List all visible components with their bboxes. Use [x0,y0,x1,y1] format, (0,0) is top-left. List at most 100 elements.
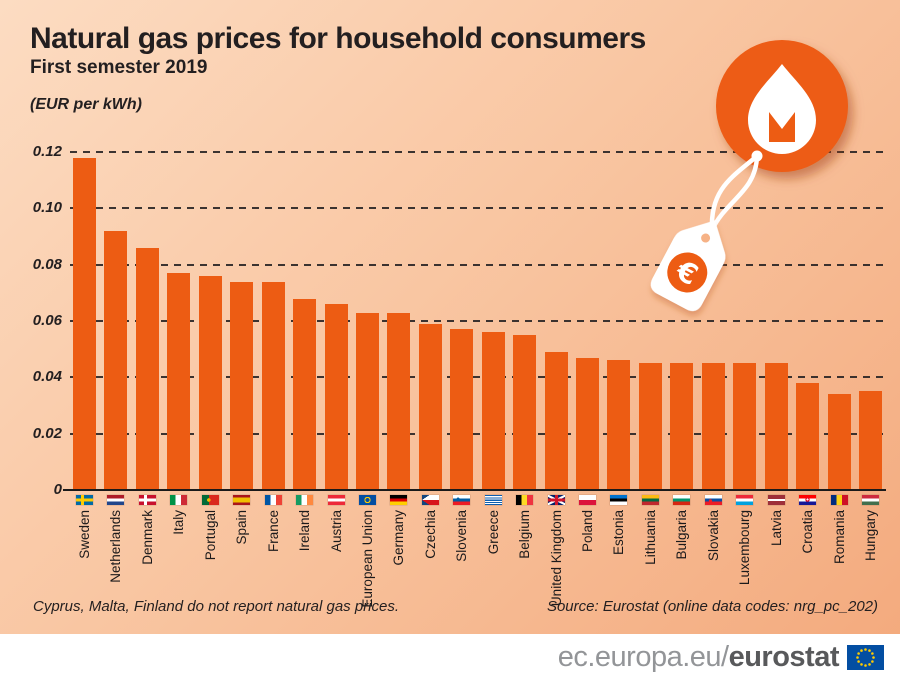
france-flag-icon [264,495,282,505]
ireland-flag-icon [296,495,314,505]
footer-url: ec.europa.eu/eurostat [557,641,840,674]
category-label-spain: Spain [234,510,250,545]
footer-url-eurostat: eurostat [728,641,840,673]
label-cell: Italy [167,510,190,535]
bar-croatia [796,383,820,490]
category-label-slovakia: Slovakia [705,510,721,562]
flag-cell [639,495,662,506]
footer-url-prefix: ec.europa.eu/ [557,641,729,673]
bar-austria [324,304,348,490]
category-label-france: France [265,510,281,553]
y-tick-label: 0.02 [32,424,62,442]
flag-cell [828,495,851,506]
bar-france [261,281,285,490]
category-label-czechia: Czechia [422,510,438,559]
portugal-flag-icon [201,495,219,505]
category-label-hungary: Hungary [862,510,878,562]
category-label-lithuania: Lithuania [642,510,658,565]
plot-area [63,151,886,491]
y-tick-label: 0.10 [32,199,62,217]
label-cell: Slovenia [450,510,473,562]
flag-cell [419,495,442,506]
bar-slovenia [450,329,474,490]
label-cell: Croatia [796,510,819,554]
latvia-flag-icon [767,495,785,505]
label-cell: France [262,510,285,552]
slovenia-flag-icon [453,495,471,505]
label-cell: European Union [356,510,379,608]
category-label-bulgaria: Bulgaria [674,510,690,560]
bulgaria-flag-icon [673,495,691,505]
flag-cell [576,495,599,506]
luxembourg-flag-icon [736,495,754,505]
gridline [70,151,886,153]
tag-string [709,40,848,233]
label-cell: Greece [482,510,505,554]
label-cell: Bulgaria [670,510,693,560]
romania-flag-icon [830,495,848,505]
bar-poland [576,357,599,490]
sweden-flag-icon [76,495,93,505]
flag-cell [765,495,788,506]
category-label-netherlands: Netherlands [108,510,124,583]
flag-cell [104,495,127,506]
bar-germany [387,312,411,490]
bar-hungary [858,391,882,490]
bar-denmark [135,247,159,490]
flag-cell [167,495,190,506]
eu-flag-icon [847,645,884,670]
y-axis: 0 0.02 0.04 0.06 0.08 0.10 0.12 [14,143,62,498]
category-label-poland: Poland [580,510,595,553]
label-cell: Slovakia [702,510,725,561]
italy-flag-icon [170,495,188,505]
category-label-croatia: Croatia [800,510,816,554]
tag-hole [701,233,711,243]
label-cell: Latvia [765,510,788,546]
category-label-portugal: Portugal [202,510,218,561]
croatia-flag-icon [799,495,817,505]
estonia-flag-icon [610,495,628,505]
category-label-austria: Austria [328,510,344,553]
label-cell: Germany [387,510,410,566]
flag-cell [796,495,819,506]
austria-flag-icon [327,495,345,505]
label-cell: Netherlands [104,510,127,583]
category-label-denmark: Denmark [139,510,155,565]
footnote: Cyprus, Malta, Finland do not report nat… [33,598,400,615]
bar-lithuania [638,363,662,490]
category-label-estonia: Estonia [611,510,627,556]
gridline [70,207,886,210]
y-tick-label: 0.12 [32,143,62,160]
bar-united-kingdom [544,352,568,490]
bar-estonia [607,360,631,490]
label-cell: Spain [230,510,253,545]
category-label-germany: Germany [391,510,407,566]
label-cell: Belgium [513,510,536,559]
flag-cell [136,495,159,506]
bar-ireland [293,298,317,490]
x-axis-line [63,489,886,491]
flag-cell [356,495,379,506]
belgium-flag-icon [516,495,534,505]
label-cell: Luxembourg [733,510,756,585]
euro-price-tag-icon: € [650,220,726,312]
header: Natural gas prices for household consume… [30,22,646,114]
y-tick-label: 0 [53,481,62,498]
flag-cell [262,495,285,506]
label-cell: Poland [576,510,599,552]
source-note: Source: Eurostat (online data codes: nrg… [546,598,878,615]
bar-latvia [764,363,788,490]
label-cell: Denmark [136,510,159,565]
y-tick-label: 0.06 [32,312,62,329]
label-cell: United Kingdom [545,510,568,606]
bar-greece [481,332,505,490]
european-union-flag-icon [358,495,376,505]
flag-cell [450,495,473,506]
flag-cell [513,495,536,506]
netherlands-flag-icon [107,495,125,505]
flag-cell [325,495,348,506]
flags-row [68,495,886,506]
label-cell: Hungary [859,510,882,561]
category-label-sweden: Sweden [77,510,92,559]
